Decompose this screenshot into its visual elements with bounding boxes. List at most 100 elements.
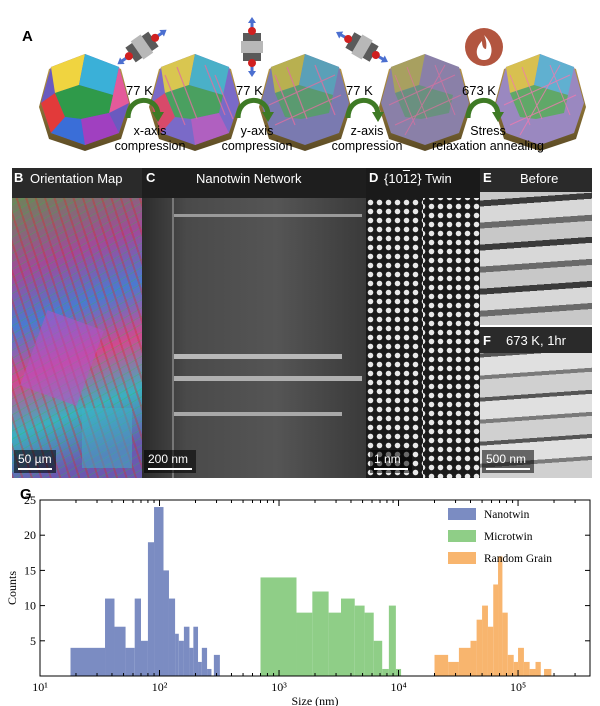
- panel-f-annealed-image: [480, 327, 592, 478]
- bar-random-grain-8: [498, 556, 503, 676]
- step-1-label: x-axis compression: [114, 124, 186, 153]
- arrows: [125, 97, 501, 119]
- step-3-label: z-axis compression: [331, 124, 403, 153]
- panel-e-before-image: [480, 168, 592, 325]
- panel-a-schematic: [39, 17, 586, 151]
- grain-4: [379, 54, 471, 151]
- x-tick-label-4: 10⁵: [510, 680, 526, 694]
- grain-3: [259, 54, 351, 151]
- step-4-label: Stress relaxation annealing: [432, 124, 544, 153]
- bar-microtwin-2: [312, 591, 329, 676]
- bar-nanotwin-11: [178, 640, 184, 676]
- bar-microtwin-8: [382, 668, 389, 676]
- grain-2: [149, 54, 241, 151]
- panel-b-title: Orientation Map: [30, 171, 123, 186]
- bar-nanotwin-9: [168, 598, 176, 676]
- panel-c-scalebar: 200 nm: [144, 450, 196, 473]
- bar-nanotwin-18: [213, 654, 220, 676]
- press-z-icon: [336, 31, 388, 63]
- bar-random-grain-1: [448, 661, 459, 676]
- bar-microtwin-5: [354, 605, 365, 676]
- bar-random-grain-0: [434, 654, 449, 676]
- panel-f-letter: F: [483, 333, 491, 348]
- bar-microtwin-0: [260, 577, 297, 676]
- panel-e-title: Before: [520, 171, 559, 186]
- legend-swatch-1: [448, 530, 476, 542]
- y-tick-label-4: 25: [24, 493, 36, 507]
- x-axis-label: Size (nm): [292, 694, 339, 706]
- grain-5: [494, 54, 586, 151]
- panel-b-scalebar: 50 µm: [14, 450, 56, 473]
- step-4-temp: 673 K: [462, 83, 496, 98]
- bar-nanotwin-17: [207, 668, 212, 676]
- bar-microtwin-6: [364, 612, 374, 676]
- bar-random-grain-16: [544, 668, 552, 676]
- x-tick-label-3: 10⁴: [390, 680, 406, 694]
- bar-nanotwin-3: [125, 647, 135, 676]
- bar-random-grain-2: [458, 647, 471, 676]
- bar-random-grain-14: [529, 668, 536, 676]
- x-tick-label-0: 10¹: [32, 680, 48, 694]
- bar-microtwin-3: [328, 612, 341, 676]
- y-axis-label: Counts: [5, 571, 19, 605]
- panel-b-orientation-map: [12, 168, 142, 478]
- bar-nanotwin-2: [114, 626, 126, 676]
- bar-microtwin-7: [373, 640, 383, 676]
- bar-random-grain-10: [507, 654, 514, 676]
- panel-f-title: 673 K, 1hr: [506, 333, 566, 348]
- bar-random-grain-4: [476, 619, 483, 676]
- bar-random-grain-12: [518, 647, 524, 676]
- bar-microtwin-4: [340, 598, 355, 676]
- panel-g-letter: G: [20, 486, 32, 503]
- panel-c-title: Nanotwin Network: [196, 171, 302, 186]
- bar-random-grain-7: [493, 584, 499, 676]
- panel-c-letter: C: [146, 170, 156, 185]
- y-tick-label-1: 10: [24, 599, 36, 613]
- panel-d-scalebar: 1 nm: [370, 450, 412, 473]
- panel-d-letter: D: [369, 170, 379, 185]
- grain-1: [39, 54, 131, 151]
- step-3-temp: 77 K: [346, 83, 373, 98]
- bar-nanotwin-10: [175, 633, 179, 676]
- bar-nanotwin-5: [140, 640, 148, 676]
- legend-swatch-2: [448, 552, 476, 564]
- panel-c-nanotwin-image: [142, 168, 366, 478]
- bar-microtwin-9: [388, 605, 396, 676]
- panel-f-scalebar: 500 nm: [482, 450, 534, 473]
- press-x-icon: [117, 29, 167, 65]
- bar-nanotwin-4: [134, 598, 141, 676]
- panel-a-letter: A: [22, 28, 33, 45]
- step-2-temp: 77 K: [236, 83, 263, 98]
- panel-e-letter: E: [483, 170, 492, 185]
- step-1-temp: 77 K: [126, 83, 153, 98]
- bar-random-grain-5: [482, 605, 488, 676]
- bar-nanotwin-13: [189, 647, 194, 676]
- x-tick-label-1: 10²: [152, 680, 168, 694]
- bar-random-grain-3: [470, 640, 477, 676]
- flame-icon: [465, 28, 503, 66]
- legend-label-2: Random Grain: [484, 553, 552, 565]
- bar-microtwin-1: [296, 612, 313, 676]
- bar-nanotwin-0: [70, 647, 106, 676]
- panel-b-letter: B: [14, 170, 24, 185]
- y-tick-label-0: 5: [30, 634, 36, 648]
- bar-nanotwin-6: [147, 542, 155, 676]
- bar-random-grain-13: [523, 661, 530, 676]
- bar-nanotwin-12: [183, 626, 190, 676]
- histogram-chart: 5 10 15 20 25 10¹ 10² 10³ 10⁴ 10⁵ Size (nm) Counts N…: [5, 493, 591, 706]
- bar-random-grain-11: [513, 661, 519, 676]
- step-2-label: y-axis compression: [221, 124, 293, 153]
- bar-nanotwin-16: [201, 647, 208, 676]
- x-tick-label-2: 10³: [271, 680, 287, 694]
- bar-nanotwin-8: [163, 570, 169, 676]
- legend-label-0: Nanotwin: [484, 509, 530, 521]
- bar-nanotwin-7: [154, 507, 164, 676]
- bar-random-grain-6: [487, 626, 494, 676]
- bar-nanotwin-14: [193, 626, 199, 676]
- press-y-icon: [241, 17, 263, 77]
- legend-swatch-0: [448, 508, 476, 520]
- panel-d-title: {1012} Twin: [384, 171, 452, 186]
- legend-label-1: Microtwin: [484, 531, 533, 543]
- bar-nanotwin-1: [105, 598, 115, 676]
- panel-d-twin-image: [366, 168, 480, 478]
